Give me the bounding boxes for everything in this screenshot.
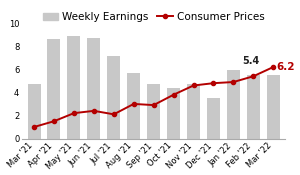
Text: 6.2: 6.2 <box>276 62 295 72</box>
Bar <box>147 84 160 139</box>
Bar <box>187 84 200 139</box>
Bar <box>107 55 120 139</box>
Text: 5.4: 5.4 <box>243 56 260 66</box>
Bar <box>207 98 220 139</box>
Bar <box>28 84 40 139</box>
Bar <box>47 39 60 139</box>
Bar <box>247 75 260 139</box>
Legend: Weekly Earnings, Consumer Prices: Weekly Earnings, Consumer Prices <box>38 8 269 26</box>
Bar <box>227 71 240 139</box>
Bar <box>267 75 280 139</box>
Bar <box>68 36 80 139</box>
Bar <box>127 73 140 139</box>
Bar <box>87 38 100 139</box>
Bar <box>167 88 180 139</box>
